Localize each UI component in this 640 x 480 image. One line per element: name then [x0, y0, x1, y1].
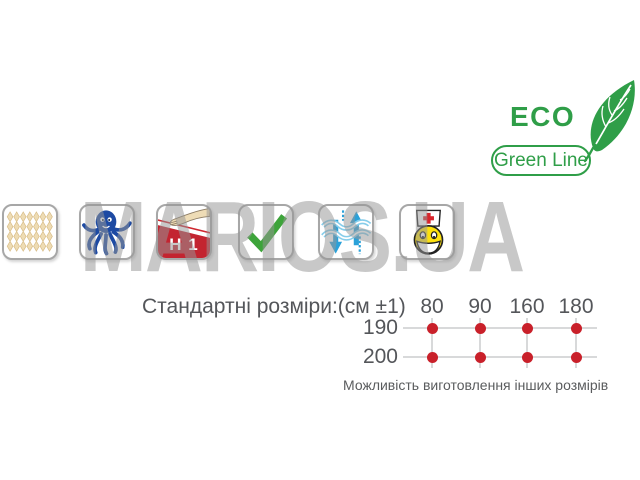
size-dot-90x200: [474, 351, 486, 363]
air-circulation-icon: [321, 210, 372, 255]
medical-smiley-icon: [413, 209, 444, 255]
grid-vline-160: [526, 318, 528, 368]
grid-vline-180: [575, 318, 577, 368]
size-column-header-180: 180: [558, 295, 594, 318]
eco-title: ECO: [510, 101, 576, 132]
feature-icon-checkmark: [238, 204, 294, 260]
size-dot-90x190: [474, 322, 486, 334]
size-dot-80x200: [426, 351, 438, 363]
grid-vline-90: [479, 318, 481, 368]
feature-icon-air-circulation: [318, 204, 374, 260]
feature-icon-firmness-h1: H 1: [156, 204, 212, 260]
size-column-header-80: 80: [420, 295, 444, 318]
grid-hline-190: [403, 327, 597, 329]
pocket-springs-icon: [6, 211, 53, 252]
size-row-label-200: 200: [362, 345, 398, 368]
size-column-header-160: 160: [509, 295, 545, 318]
size-dot-160x190: [521, 322, 533, 334]
grid-hline-200: [403, 356, 597, 358]
feature-icon-medical-smiley: [399, 204, 455, 260]
eco-green-line-pill: Green Line: [491, 145, 591, 176]
size-column-header-90: 90: [468, 295, 492, 318]
size-dot-180x190: [570, 322, 582, 334]
size-dot-160x200: [521, 351, 533, 363]
feature-icon-pocket-springs: [2, 204, 58, 260]
firmness-h1-icon: [158, 208, 210, 258]
sizes-title: Стандартні розміри:(см ±1): [142, 295, 406, 318]
size-dot-80x190: [426, 322, 438, 334]
feature-icon-octopus: [79, 204, 135, 260]
eco-green-line-label: Green Line: [493, 149, 588, 171]
octopus-icon: [82, 210, 132, 256]
size-dot-180x200: [570, 351, 582, 363]
checkmark-icon: [247, 214, 288, 253]
leaf-icon: [583, 80, 635, 163]
sizes-note: Можливість виготовлення інших розмірів: [343, 377, 609, 393]
size-row-label-190: 190: [362, 316, 398, 339]
firmness-h1-label: H 1: [169, 235, 199, 254]
watermark-text: MARIOS.UA: [80, 181, 525, 293]
grid-vline-80: [431, 318, 433, 368]
